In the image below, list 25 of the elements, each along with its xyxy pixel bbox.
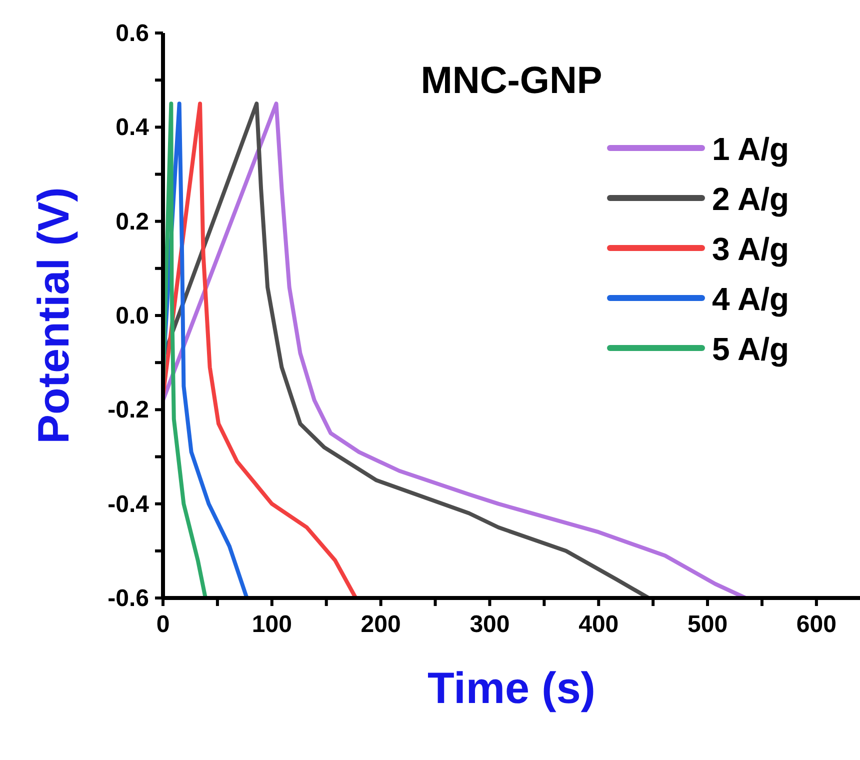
x-tick-label: 300 xyxy=(470,611,510,638)
y-tick-label: -0.6 xyxy=(108,585,149,612)
y-tick-label: 0.6 xyxy=(116,20,149,47)
x-tick-label: 0 xyxy=(156,611,170,638)
y-tick-label: -0.4 xyxy=(108,490,150,518)
y-tick-label: 0.4 xyxy=(116,114,150,142)
text: MNC-GNP xyxy=(420,60,602,102)
legend-label: 2 A/g xyxy=(712,181,790,217)
legend-label: 1 A/g xyxy=(712,131,790,167)
legend-label: 3 A/g xyxy=(712,231,790,267)
y-tick-label: 0.2 xyxy=(116,208,149,236)
x-tick-label: 200 xyxy=(360,611,401,638)
y-tick-label: 0.0 xyxy=(116,302,149,330)
x-tick-label: 100 xyxy=(252,611,292,638)
x-tick-label: 500 xyxy=(688,611,728,638)
legend-label: 4 A/g xyxy=(712,281,790,317)
y-axis-title: Potential (V) xyxy=(30,187,79,444)
line-series xyxy=(163,102,651,598)
y-tick-label: -0.2 xyxy=(108,396,149,424)
line-series xyxy=(163,102,208,598)
line-series xyxy=(163,102,358,598)
x-tick-label: 600 xyxy=(796,611,836,638)
x-axis-title: Time (s) xyxy=(428,664,596,713)
legend-label: 5 A/g xyxy=(712,331,790,367)
x-tick-label: 400 xyxy=(578,611,619,638)
